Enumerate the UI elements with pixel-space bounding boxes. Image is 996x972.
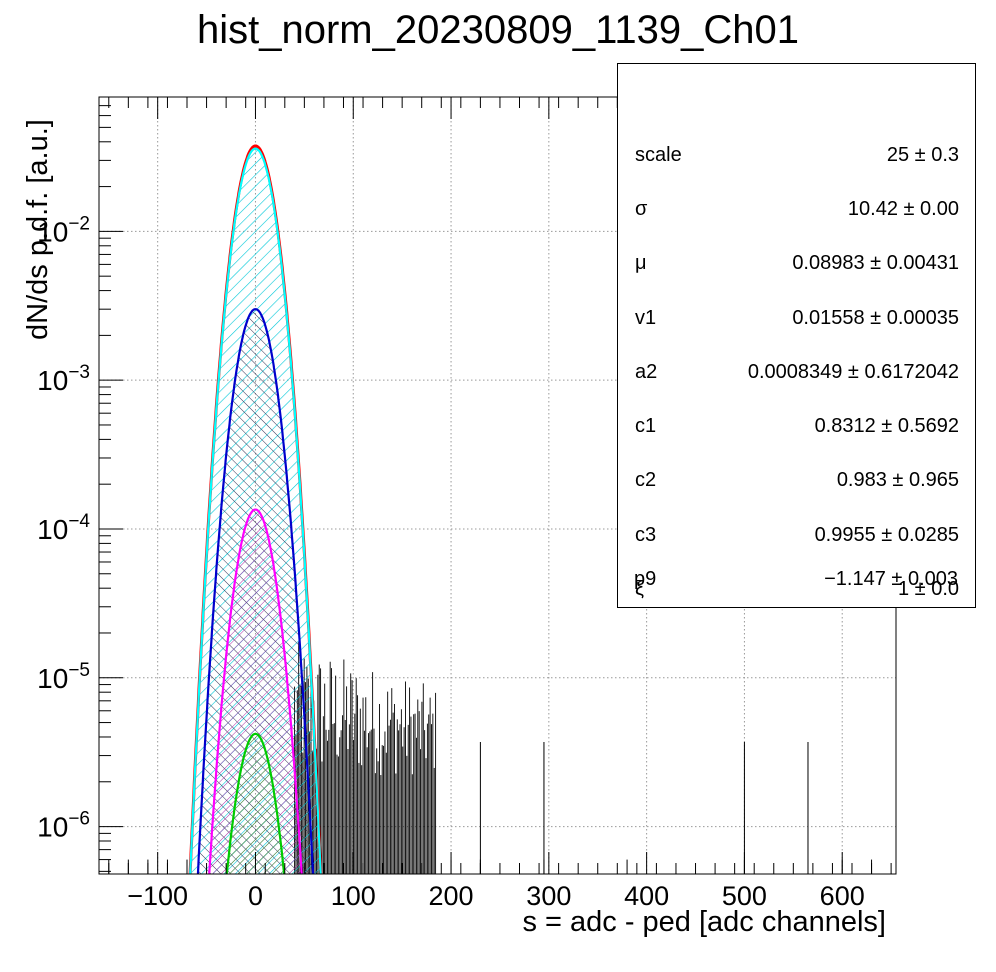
x-tick-label: 500 bbox=[722, 881, 767, 911]
stat-row-xi: ξ 1 ± 0.0 bbox=[618, 578, 975, 608]
stat-row-v1: v1 0.01558 ± 0.00035 bbox=[618, 307, 975, 337]
stat-name: c2 bbox=[635, 469, 657, 491]
y-tick-label: 10−5 bbox=[37, 660, 90, 694]
stat-value: 1 ± 0.0 bbox=[897, 578, 959, 600]
stat-name: ξ bbox=[635, 578, 644, 600]
component-curve bbox=[189, 147, 322, 874]
x-tick-label: 400 bbox=[624, 881, 669, 911]
stat-row-c1: c1 0.8312 ± 0.5692 bbox=[618, 415, 975, 445]
stat-row-sigma: σ 10.42 ± 0.00 bbox=[618, 198, 975, 228]
stat-name: scale bbox=[635, 144, 682, 166]
stat-value: 25 ± 0.3 bbox=[886, 144, 959, 166]
stat-value: −1.147 ± 0.003 bbox=[824, 568, 958, 590]
stat-name: p9 bbox=[634, 568, 657, 590]
y-tick-label: 10−6 bbox=[37, 809, 90, 843]
stat-name: σ bbox=[635, 198, 648, 220]
fit-curves bbox=[188, 144, 323, 874]
component-curve bbox=[196, 308, 315, 874]
x-tick-label: 600 bbox=[820, 881, 865, 911]
y-tick-labels: 10−2 10−3 10−4 10−5 10−6 bbox=[37, 213, 90, 842]
stat-row-p9: p9 −1.147 ± 0.003 bbox=[617, 568, 974, 598]
stat-value: 0.0008349 ± 0.6172042 bbox=[747, 361, 959, 383]
x-tick-label: 0 bbox=[248, 881, 263, 911]
stat-name: c1 bbox=[635, 415, 657, 437]
fit-stats-box: scale 25 ± 0.3 σ 10.42 ± 0.00 μ 0.08983 … bbox=[617, 63, 976, 608]
stat-name: μ bbox=[635, 252, 647, 274]
component-fill bbox=[226, 733, 285, 874]
stat-row-c2: c2 0.983 ± 0.965 bbox=[618, 469, 975, 499]
stat-row-c3: c3 0.9955 ± 0.0285 bbox=[618, 524, 975, 554]
stat-value: 0.983 ± 0.965 bbox=[836, 469, 959, 491]
component-curve bbox=[225, 732, 286, 874]
x-tick-label: 100 bbox=[331, 881, 376, 911]
stat-name: a2 bbox=[635, 361, 658, 383]
x-tick-label: 200 bbox=[429, 881, 474, 911]
stat-row-scale: scale 25 ± 0.3 bbox=[618, 144, 975, 174]
x-axis-label: s = adc - ped [adc channels] bbox=[522, 906, 886, 938]
y-tick-label: 10−2 bbox=[37, 213, 90, 247]
stat-value: 0.01558 ± 0.00035 bbox=[792, 307, 959, 329]
x-tick-labels: −100 0 100 200 300 400 500 600 bbox=[127, 881, 864, 911]
stat-row-a2: a2 0.0008349 ± 0.6172042 bbox=[618, 361, 975, 391]
chart-title: hist_norm_20230809_1139_Ch01 bbox=[197, 8, 799, 52]
component-fill bbox=[209, 509, 302, 874]
stat-name: c3 bbox=[635, 524, 657, 546]
stat-row-mu: μ 0.08983 ± 0.00431 bbox=[618, 252, 975, 282]
x-tick-label: 300 bbox=[526, 881, 571, 911]
axis-ticks bbox=[99, 96, 892, 874]
stat-value: 0.8312 ± 0.5692 bbox=[814, 415, 959, 437]
y-tick-label: 10−4 bbox=[37, 511, 90, 545]
stat-value: 0.9955 ± 0.0285 bbox=[814, 524, 959, 546]
stat-name: v1 bbox=[635, 307, 657, 329]
component-curve bbox=[208, 508, 303, 874]
y-axis-label: dN/ds p.d.f. [a.u.] bbox=[22, 119, 54, 340]
y-tick-label: 10−3 bbox=[37, 362, 90, 396]
x-tick-label: −100 bbox=[127, 881, 188, 911]
stat-value: 0.08983 ± 0.00431 bbox=[792, 252, 959, 274]
stat-value: 10.42 ± 0.00 bbox=[847, 198, 959, 220]
